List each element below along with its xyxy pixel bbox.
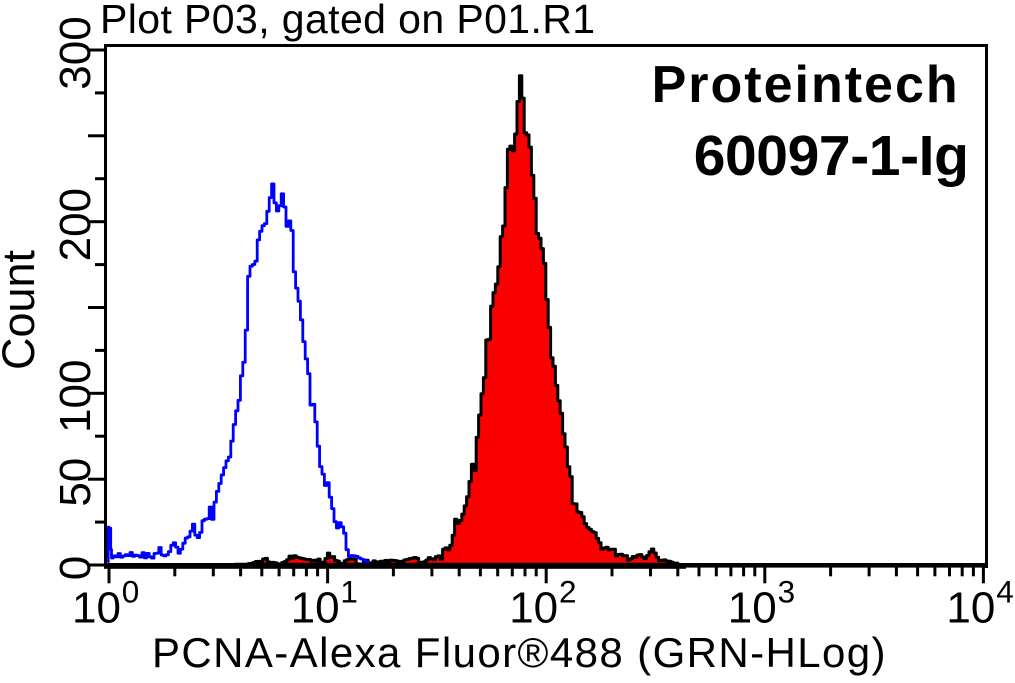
svg-text:0: 0 (122, 574, 140, 610)
svg-text:50: 50 (51, 458, 100, 507)
svg-text:4: 4 (996, 574, 1014, 610)
svg-text:10: 10 (509, 584, 558, 633)
svg-text:Proteintech: Proteintech (652, 56, 960, 114)
svg-text:3: 3 (778, 574, 796, 610)
svg-text:100: 100 (51, 360, 100, 433)
svg-text:10: 10 (291, 584, 340, 633)
svg-text:2: 2 (559, 574, 577, 610)
svg-text:10: 10 (72, 584, 121, 633)
svg-text:200: 200 (51, 188, 100, 261)
svg-text:Plot P03, gated on P01.R1: Plot P03, gated on P01.R1 (100, 0, 596, 42)
svg-text:0: 0 (51, 556, 100, 580)
svg-text:10: 10 (728, 584, 777, 633)
svg-text:60097-1-Ig: 60097-1-Ig (694, 124, 969, 188)
svg-text:PCNA-Alexa Fluor®488 (GRN-HLog: PCNA-Alexa Fluor®488 (GRN-HLog) (152, 629, 887, 676)
svg-text:300: 300 (51, 16, 100, 89)
svg-text:Count: Count (0, 249, 44, 370)
svg-text:10: 10 (946, 584, 995, 633)
svg-text:1: 1 (340, 574, 358, 610)
